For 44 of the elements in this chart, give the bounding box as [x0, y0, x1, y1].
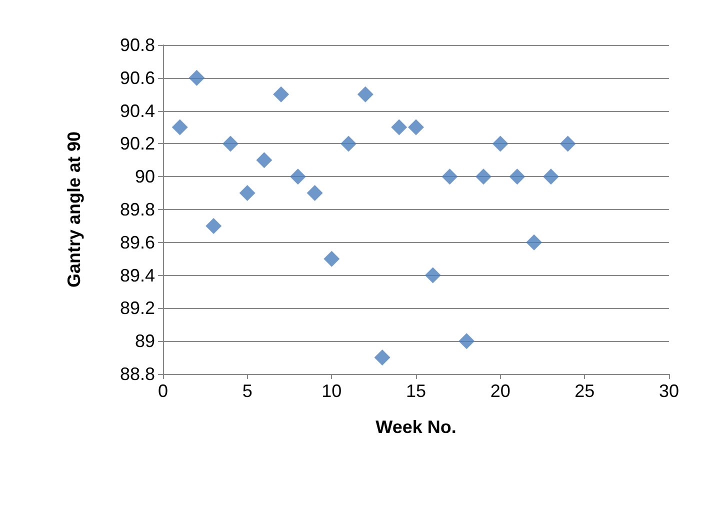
- x-axis-title: Week No.: [376, 417, 456, 437]
- point: [560, 136, 576, 152]
- y-tick-label: 90.6: [120, 68, 155, 88]
- point: [290, 168, 306, 185]
- point: [357, 86, 374, 102]
- point: [340, 136, 357, 152]
- point: [458, 333, 475, 350]
- y-tick-label: 88.8: [120, 364, 155, 384]
- y-tick-label: 90.4: [120, 100, 155, 121]
- y-tick-label: 89.8: [120, 200, 155, 220]
- point: [206, 218, 222, 234]
- y-tick-label: 89.4: [120, 265, 155, 286]
- x-tick-label: 10: [322, 381, 342, 401]
- point: [509, 168, 526, 185]
- x-tick-label: 15: [406, 381, 426, 401]
- point: [172, 119, 188, 136]
- y-tick-label: 90: [134, 166, 155, 187]
- point: [442, 168, 458, 185]
- y-tick-label: 89: [134, 331, 155, 352]
- point: [492, 136, 508, 152]
- point: [542, 168, 559, 185]
- y-tick-label: 90.8: [120, 35, 155, 55]
- point: [273, 86, 290, 102]
- point: [424, 267, 441, 284]
- y-axis-title: Gantry angle at 90: [64, 131, 84, 288]
- point: [188, 70, 205, 86]
- x-tick-label: 5: [242, 381, 252, 401]
- point: [306, 185, 323, 202]
- point: [475, 168, 492, 185]
- point: [324, 250, 340, 267]
- y-tick-label: 89.6: [120, 232, 155, 252]
- point: [256, 152, 272, 168]
- point: [222, 136, 238, 152]
- x-tick-label: 30: [658, 381, 680, 401]
- point: [526, 234, 542, 250]
- point: [239, 185, 256, 202]
- x-tick-label: 0: [158, 381, 168, 401]
- y-tick-label: 90.2: [120, 134, 155, 154]
- point: [374, 350, 390, 366]
- x-tick-label: 20: [490, 381, 510, 401]
- point: [408, 119, 424, 136]
- x-tick-label: 25: [574, 381, 595, 401]
- point: [391, 119, 408, 136]
- y-tick-label: 89.2: [120, 298, 155, 318]
